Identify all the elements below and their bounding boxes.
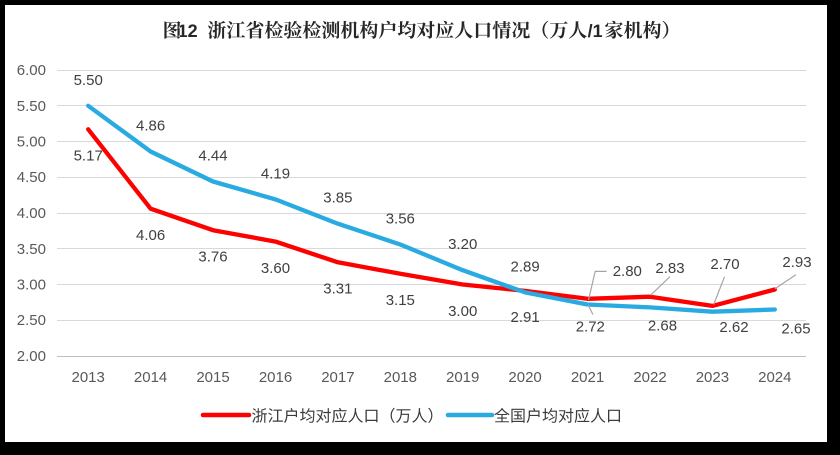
svg-text:2.65: 2.65 [781, 320, 810, 337]
svg-text:2.68: 2.68 [648, 317, 677, 334]
svg-text:2016: 2016 [259, 369, 292, 386]
svg-text:3.15: 3.15 [386, 292, 415, 309]
svg-text:2023: 2023 [696, 369, 729, 386]
svg-text:6.00: 6.00 [17, 62, 46, 79]
svg-text:3.56: 3.56 [386, 211, 415, 228]
svg-text:4.00: 4.00 [17, 205, 46, 222]
svg-text:2.72: 2.72 [576, 318, 605, 335]
svg-text:4.06: 4.06 [136, 227, 165, 244]
svg-text:3.85: 3.85 [323, 190, 352, 207]
svg-text:2.89: 2.89 [510, 258, 539, 275]
svg-text:3.31: 3.31 [323, 281, 352, 298]
svg-text:2017: 2017 [321, 369, 354, 386]
svg-text:3.76: 3.76 [198, 249, 227, 266]
svg-text:2.83: 2.83 [655, 260, 684, 277]
svg-text:2024: 2024 [758, 369, 791, 386]
svg-text:2019: 2019 [446, 369, 479, 386]
svg-text:2.62: 2.62 [719, 319, 748, 336]
svg-text:3.50: 3.50 [17, 241, 46, 258]
svg-text:5.50: 5.50 [17, 98, 46, 115]
svg-text:5.50: 5.50 [74, 72, 103, 89]
svg-text:2022: 2022 [633, 369, 666, 386]
svg-text:4.86: 4.86 [136, 118, 165, 135]
svg-text:2020: 2020 [508, 369, 541, 386]
svg-text:2.70: 2.70 [710, 256, 739, 273]
svg-text:5.00: 5.00 [17, 134, 46, 151]
svg-text:3.00: 3.00 [448, 303, 477, 320]
svg-text:2018: 2018 [384, 369, 417, 386]
svg-text:2.91: 2.91 [510, 309, 539, 326]
svg-text:4.50: 4.50 [17, 169, 46, 186]
svg-text:3.60: 3.60 [261, 260, 290, 277]
svg-text:2014: 2014 [134, 369, 167, 386]
svg-text:3.00: 3.00 [17, 277, 46, 294]
svg-text:5.17: 5.17 [74, 148, 103, 165]
svg-text:2.80: 2.80 [613, 263, 642, 280]
svg-text:2.93: 2.93 [782, 254, 811, 271]
svg-text:2.00: 2.00 [17, 348, 46, 365]
svg-text:3.20: 3.20 [448, 236, 477, 253]
svg-text:2013: 2013 [72, 369, 105, 386]
svg-text:2021: 2021 [571, 369, 604, 386]
svg-text:4.19: 4.19 [261, 165, 290, 182]
svg-text:4.44: 4.44 [198, 148, 227, 165]
svg-text:2015: 2015 [196, 369, 229, 386]
svg-text:2.50: 2.50 [17, 312, 46, 329]
